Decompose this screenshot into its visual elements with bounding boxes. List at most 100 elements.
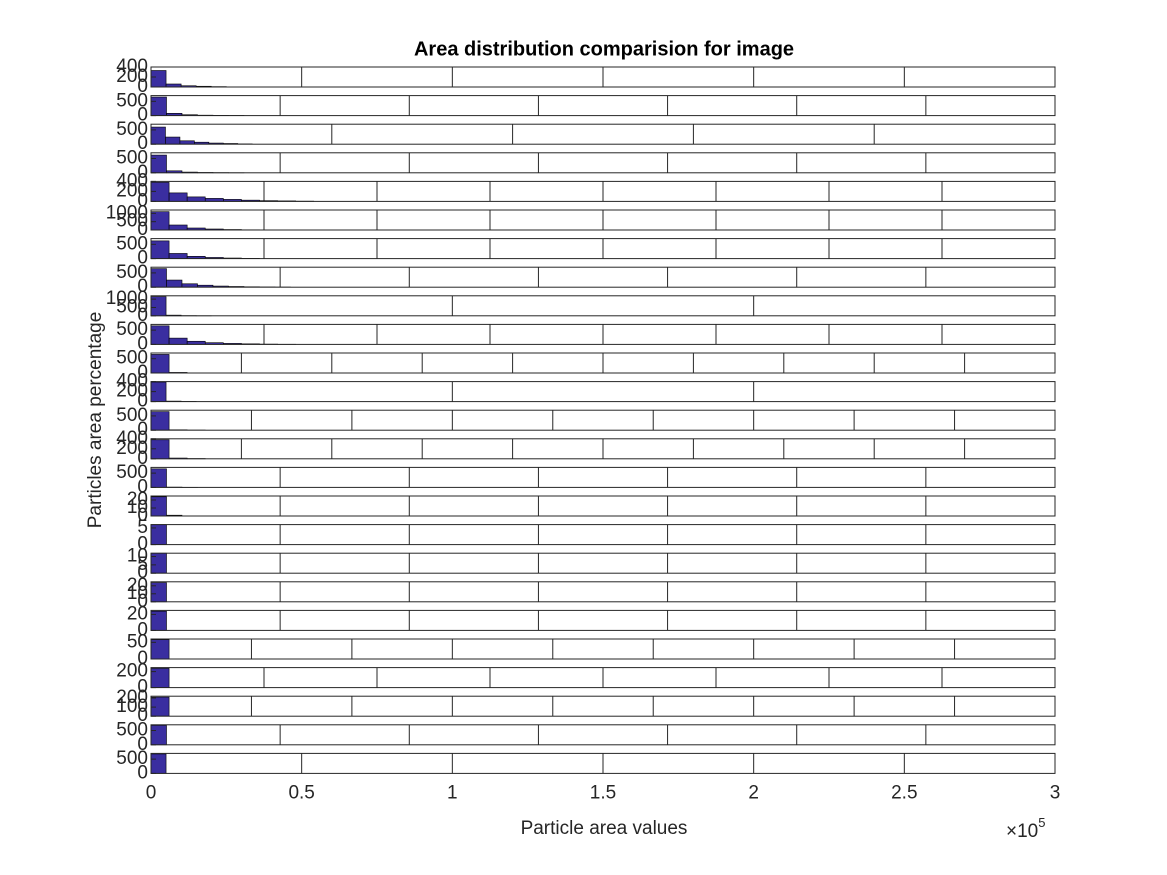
- axes-box: [150, 409, 1056, 431]
- y-tick-label: 0: [137, 190, 148, 211]
- y-tick-label: 0: [137, 648, 148, 669]
- x-axis-label: Particle area values: [521, 818, 688, 839]
- y-tick-label: 0: [137, 276, 148, 297]
- y-tick-label: 200: [116, 381, 148, 402]
- y-tick-label: 20: [127, 603, 148, 624]
- histogram-bar: [150, 753, 167, 774]
- y-tick-label: 500: [116, 720, 148, 741]
- histogram-bar: [168, 253, 188, 259]
- y-tick-label: 20: [127, 489, 148, 510]
- y-tick-label: 200: [116, 661, 148, 682]
- y-tick-label: 1000: [106, 288, 148, 309]
- x-tick-label: 0.5: [288, 782, 314, 803]
- axes-background: [151, 95, 1055, 116]
- histogram-bar: [168, 337, 188, 345]
- x-tick-label: 2: [748, 782, 759, 803]
- histogram-bar: [168, 192, 188, 202]
- x-multiplier-base: ×10: [1006, 821, 1038, 842]
- axes-background: [151, 696, 1055, 717]
- y-tick-label: 500: [116, 211, 148, 232]
- y-tick-label: 0: [137, 248, 148, 269]
- y-tick-label: 50: [127, 631, 148, 652]
- y-tick-label: 400: [116, 371, 148, 392]
- axes-box: [150, 667, 1056, 689]
- y-tick-label: 200: [116, 66, 148, 87]
- y-tick-label: 500: [116, 148, 148, 169]
- axes-box: [150, 724, 1056, 746]
- y-tick-label: 500: [116, 262, 148, 283]
- y-tick-label: 10: [127, 546, 148, 567]
- y-tick-label: 500: [116, 405, 148, 426]
- histogram-bar: [150, 211, 170, 231]
- y-tick-label: 0: [137, 333, 148, 354]
- y-tick-label: 0: [137, 534, 148, 555]
- axes-box: [150, 238, 1056, 260]
- y-tick-label: 400: [116, 428, 148, 449]
- y-tick-label: 0: [137, 162, 148, 183]
- y-tick-label: 5: [137, 517, 148, 538]
- y-tick-label: 0: [137, 762, 148, 783]
- axes-background: [151, 467, 1055, 488]
- axes-background: [151, 267, 1055, 288]
- y-tick-label: 0: [137, 591, 148, 612]
- axes-box: [150, 466, 1056, 488]
- axes-background: [151, 610, 1055, 631]
- y-tick-label: 400: [116, 170, 148, 191]
- axes-box: [150, 581, 1056, 603]
- axes-box: [150, 695, 1056, 717]
- histogram-bar: [150, 411, 170, 431]
- y-tick-label: 1000: [106, 202, 148, 223]
- axes-box: [150, 609, 1056, 631]
- y-tick-label: 500: [116, 319, 148, 340]
- axes-box: [150, 495, 1056, 517]
- y-tick-label: 10: [127, 583, 148, 604]
- axes-box: [150, 638, 1056, 660]
- axes-box: [150, 152, 1056, 174]
- axes-box: [150, 752, 1056, 774]
- y-tick-label: 0: [137, 619, 148, 640]
- axes-box: [150, 524, 1056, 546]
- y-tick-label: 5: [137, 554, 148, 575]
- y-tick-label: 0: [137, 76, 148, 97]
- axes-background: [151, 639, 1055, 659]
- axes-background: [151, 581, 1055, 602]
- y-axis-label: Particles area percentage: [85, 312, 106, 529]
- histogram-bar: [179, 140, 195, 145]
- axes-box: [150, 323, 1056, 345]
- y-tick-label: 0: [137, 419, 148, 440]
- y-tick-label: 10: [127, 497, 148, 518]
- y-tick-label: 0: [137, 734, 148, 755]
- y-tick-label: 0: [137, 105, 148, 126]
- axes-box: [150, 266, 1056, 288]
- y-tick-label: 500: [116, 296, 148, 317]
- x-multiplier-exponent: 5: [1038, 815, 1045, 830]
- axes-background: [151, 152, 1055, 173]
- y-tick-label: 200: [116, 687, 148, 708]
- y-tick-label: 500: [116, 90, 148, 111]
- axes-box: [150, 209, 1056, 231]
- y-tick-label: 500: [116, 348, 148, 369]
- histogram-bar: [165, 136, 181, 145]
- axes-background: [151, 124, 1055, 145]
- y-tick-label: 0: [137, 505, 148, 526]
- y-tick-label: 500: [116, 748, 148, 769]
- axes-box: [150, 352, 1056, 374]
- y-tick-label: 200: [116, 438, 148, 459]
- axes-background: [151, 724, 1055, 745]
- y-tick-label: 0: [137, 305, 148, 326]
- axes-background: [151, 553, 1055, 574]
- axes-background: [151, 381, 1055, 402]
- x-tick-label: 1.5: [590, 782, 616, 803]
- y-tick-label: 400: [116, 56, 148, 77]
- y-tick-label: 0: [137, 448, 148, 469]
- histogram-bar: [150, 154, 167, 174]
- axes-box: [150, 295, 1056, 317]
- y-tick-label: 500: [116, 233, 148, 254]
- y-tick-label: 0: [137, 219, 148, 240]
- histogram-bar: [166, 279, 183, 288]
- axes-background: [151, 295, 1055, 316]
- histogram-bar: [150, 240, 170, 259]
- histogram-bar: [150, 725, 167, 746]
